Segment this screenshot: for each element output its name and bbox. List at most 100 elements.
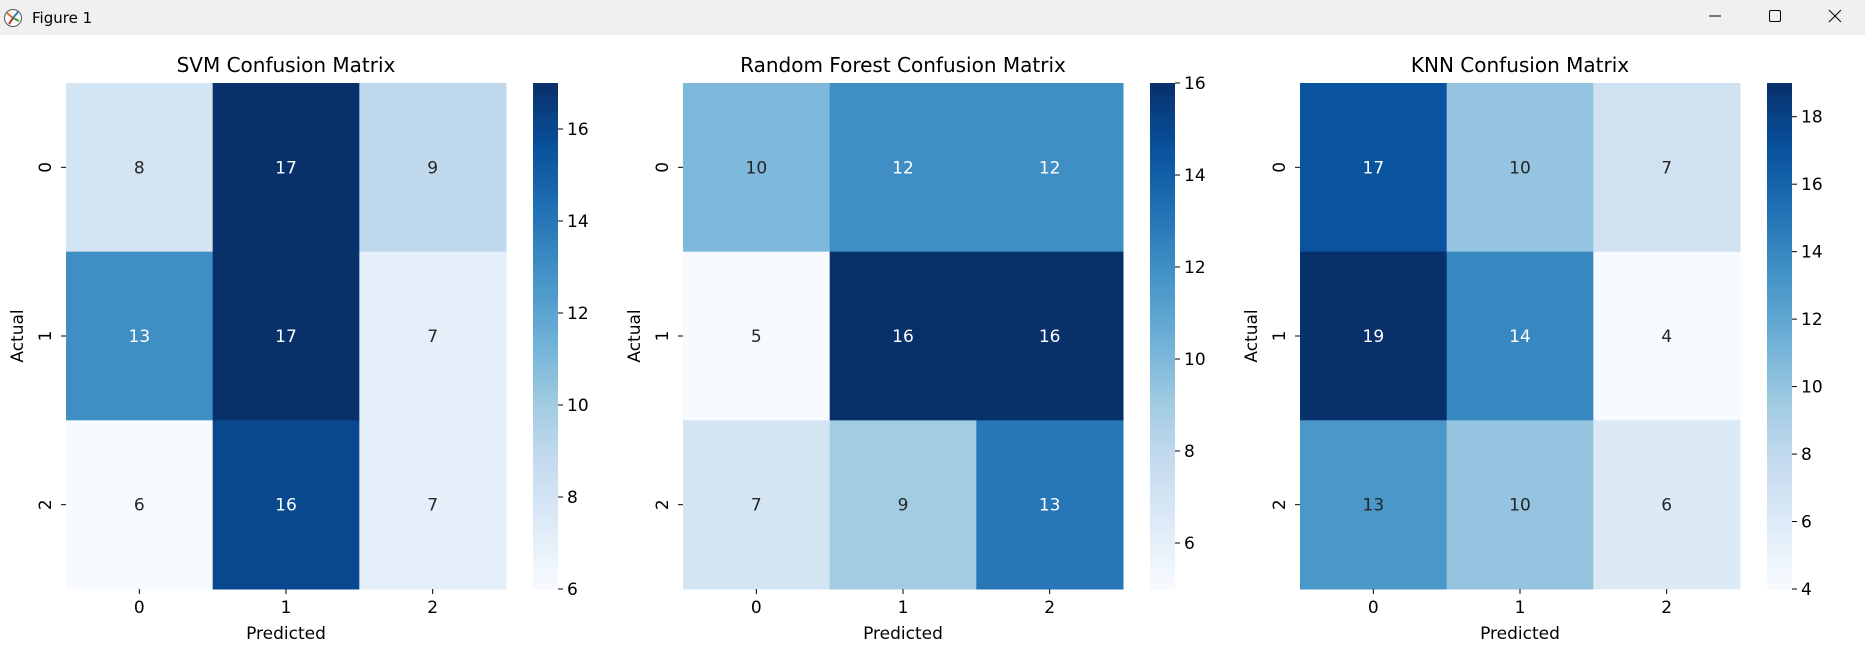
colorbar-segment — [1150, 534, 1175, 539]
colorbar-segment — [1150, 407, 1175, 413]
colorbar-segment — [1150, 521, 1175, 527]
colorbar-segment — [1150, 445, 1175, 451]
minimize-button[interactable] — [1685, 0, 1745, 35]
colorbar-segment — [533, 483, 558, 489]
colorbar-segment — [533, 445, 558, 451]
colorbar-segment — [1150, 432, 1175, 438]
colorbar-tick-label: 10 — [1801, 378, 1823, 398]
colorbar-segment — [1767, 340, 1792, 346]
colorbar-segment — [533, 167, 558, 173]
colorbar-segment — [1767, 390, 1792, 396]
colorbar-segment — [533, 293, 558, 299]
colorbar-segment — [1767, 260, 1792, 265]
colorbar-segment — [533, 340, 558, 346]
y-axis-label: Actual — [625, 309, 645, 362]
colorbar-segment — [1767, 546, 1792, 552]
colorbar-segment — [533, 424, 558, 430]
colorbar-segment — [1150, 209, 1175, 215]
colorbar-segment — [1150, 546, 1175, 552]
colorbar-segment — [1150, 336, 1175, 341]
colorbar-segment — [533, 407, 558, 413]
cell-value-label: 19 — [1363, 327, 1385, 347]
colorbar-segment — [1150, 247, 1175, 253]
colorbar-segment — [1150, 483, 1175, 489]
colorbar-segment — [1767, 508, 1792, 514]
colorbar-segment — [1150, 513, 1175, 518]
heatmap-cell — [359, 83, 507, 253]
colorbar-segment — [1150, 462, 1175, 468]
cell-value-label: 5 — [751, 327, 762, 347]
x-axis-label: Predicted — [863, 624, 943, 644]
cell-value-label: 9 — [898, 496, 909, 516]
colorbar-segment — [533, 95, 558, 101]
heatmap-cell — [683, 251, 831, 421]
colorbar-segment — [1767, 411, 1792, 417]
colorbar-segment — [533, 188, 558, 194]
colorbar-tick-label: 6 — [567, 580, 578, 600]
colorbar-segment — [1150, 167, 1175, 173]
colorbar-segment — [1767, 576, 1792, 582]
colorbar-tick-label: 8 — [1184, 442, 1195, 462]
x-tick-label: 1 — [281, 598, 292, 618]
colorbar-segment — [533, 268, 558, 274]
colorbar-segment — [533, 310, 558, 316]
colorbar-tick-label: 6 — [1184, 534, 1195, 554]
heatmap-cell — [683, 420, 831, 590]
colorbar-segment — [533, 513, 558, 518]
colorbar-segment — [1767, 276, 1792, 282]
colorbar-segment — [1767, 348, 1792, 354]
colorbar-segment — [1767, 137, 1792, 143]
colorbar-segment — [533, 247, 558, 253]
colorbar-segment — [1767, 529, 1792, 535]
cell-value-label: 12 — [1039, 158, 1061, 178]
colorbar-segment — [1150, 567, 1175, 573]
colorbar-segment — [533, 551, 558, 556]
y-axis-label: Actual — [1242, 309, 1262, 362]
colorbar-segment — [1767, 91, 1792, 97]
colorbar-segment — [533, 289, 558, 295]
colorbar-segment — [1150, 163, 1175, 168]
colorbar-segment — [1150, 125, 1175, 130]
y-tick-label: 0 — [36, 162, 56, 173]
cell-value-label: 4 — [1661, 327, 1672, 347]
colorbar-segment — [533, 306, 558, 312]
colorbar-segment — [1767, 116, 1792, 122]
maximize-button[interactable] — [1745, 0, 1805, 35]
colorbar-segment — [533, 567, 558, 573]
y-tick-label: 0 — [653, 162, 673, 173]
colorbar-segment — [533, 361, 558, 367]
colorbar-segment — [533, 504, 558, 510]
heatmap-cell — [1593, 83, 1741, 253]
colorbar-segment — [1150, 137, 1175, 143]
heatmap-cell — [829, 420, 977, 590]
colorbar-segment — [533, 99, 558, 105]
colorbar-segment — [1150, 424, 1175, 430]
colorbar-segment — [1150, 281, 1175, 286]
colorbar-segment — [1767, 217, 1792, 223]
colorbar-segment — [533, 584, 558, 590]
colorbar-segment — [1767, 146, 1792, 152]
colorbar-segment — [1150, 416, 1175, 421]
colorbar-segment — [1767, 420, 1792, 426]
colorbar-segment — [533, 205, 558, 211]
colorbar-segment — [533, 534, 558, 539]
close-button[interactable] — [1805, 0, 1865, 35]
colorbar-segment — [533, 243, 558, 249]
colorbar-segment — [1150, 217, 1175, 223]
colorbar-tick-label: 10 — [567, 396, 589, 416]
colorbar-segment — [1767, 563, 1792, 569]
colorbar-segment — [1767, 496, 1792, 502]
colorbar-segment — [1767, 142, 1792, 147]
colorbar-segment — [1767, 234, 1792, 240]
heatmap-cell — [1446, 83, 1594, 253]
cell-value-label: 6 — [134, 496, 145, 516]
colorbar-segment — [533, 437, 558, 443]
colorbar-segment — [1767, 559, 1792, 565]
colorbar-segment — [1767, 281, 1792, 286]
colorbar-segment — [1150, 542, 1175, 548]
colorbar-segment — [1150, 390, 1175, 396]
colorbar-segment — [533, 230, 558, 236]
colorbar-segment — [1150, 133, 1175, 139]
colorbar-segment — [1150, 314, 1175, 320]
colorbar-segment — [1150, 487, 1175, 493]
